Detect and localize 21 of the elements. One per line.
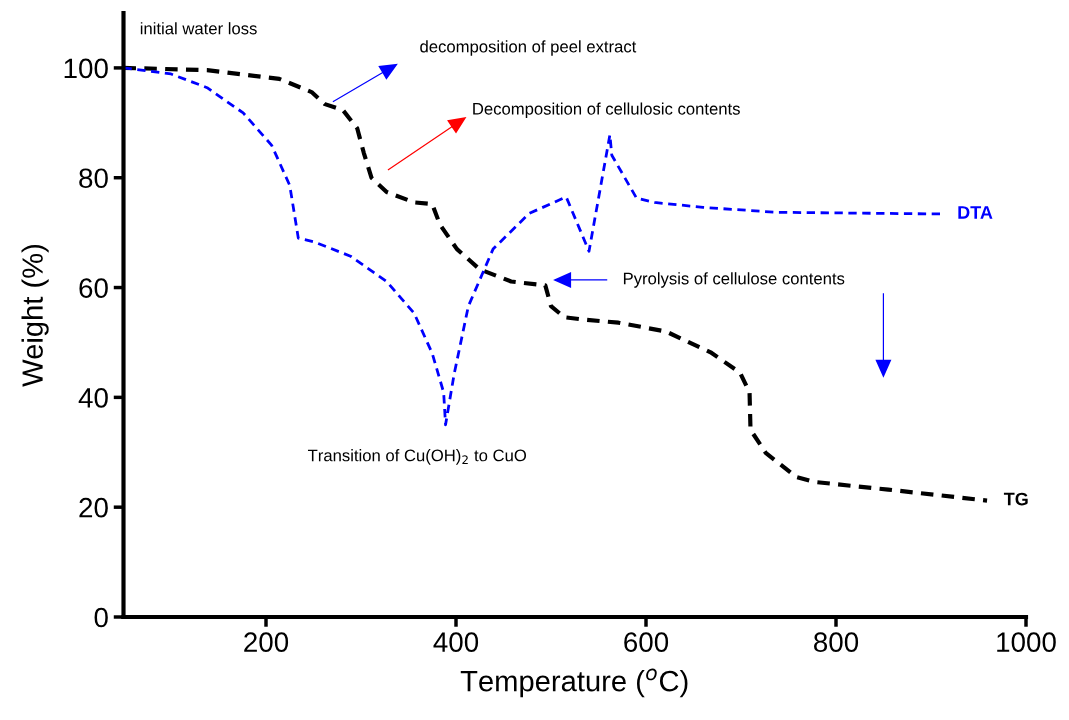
x-tick-label: 400: [433, 632, 479, 652]
annotation: initial water loss: [140, 22, 257, 35]
y-tick-label: 60: [79, 278, 108, 298]
y-tick-label: 0: [94, 607, 108, 628]
y-tick-label: 40: [78, 388, 108, 408]
annotation: Transition of Cu(OH)$_{2}$ to CuO: [307, 449, 527, 465]
y-tick-label: 100: [64, 58, 108, 79]
series-label: DTA: [958, 206, 993, 219]
y-tick-label: 80: [79, 168, 108, 189]
annotation: Pyrolysis of cellulose contents: [623, 272, 845, 288]
x-tick-label: 600: [624, 632, 669, 652]
x-axis-title: Temperature ($^{o}$C): [460, 668, 688, 698]
y-axis-title: Weight (%): [21, 244, 49, 387]
series-label: TG: [1003, 492, 1028, 506]
x-tick-label: 1000: [997, 632, 1056, 652]
x-tick-label: 800: [814, 632, 859, 652]
x-tick-label: 200: [244, 632, 289, 652]
y-tick-label: 20: [79, 497, 108, 518]
line-series: [123, 66, 942, 427]
annotation: decomposition of peel extract: [420, 40, 637, 56]
annotation: Decomposition of cellulosic contents: [473, 102, 740, 119]
